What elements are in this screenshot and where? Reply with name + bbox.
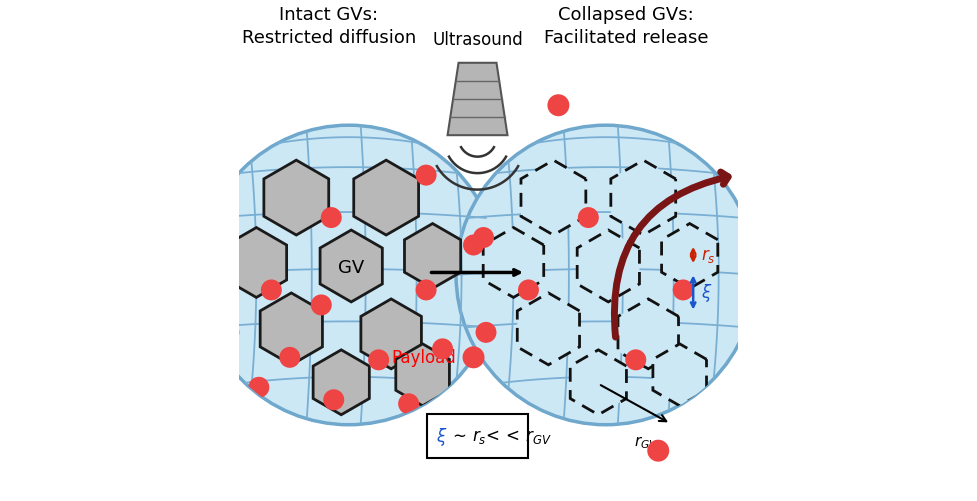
Text: $\xi$: $\xi$ [701, 282, 712, 304]
Polygon shape [577, 230, 639, 302]
Polygon shape [313, 350, 369, 415]
Polygon shape [226, 228, 286, 298]
Circle shape [311, 295, 332, 316]
Circle shape [473, 227, 494, 248]
Circle shape [199, 126, 498, 425]
Polygon shape [354, 161, 418, 235]
Polygon shape [484, 228, 544, 298]
Circle shape [625, 350, 646, 371]
Circle shape [399, 393, 419, 414]
Circle shape [323, 389, 344, 410]
Circle shape [219, 322, 239, 343]
Circle shape [320, 207, 342, 228]
Circle shape [415, 165, 437, 186]
Polygon shape [361, 299, 421, 369]
Text: Ultrasound: Ultrasound [432, 31, 523, 49]
Polygon shape [264, 161, 328, 235]
Polygon shape [447, 64, 507, 136]
Polygon shape [517, 294, 579, 365]
Text: Payload: Payload [392, 349, 456, 367]
Circle shape [518, 280, 539, 301]
Text: $\xi$: $\xi$ [436, 425, 447, 447]
Text: $r_s$: $r_s$ [701, 246, 715, 265]
Circle shape [747, 423, 769, 445]
Text: GV: GV [338, 259, 364, 277]
Circle shape [476, 322, 496, 343]
Text: Collapsed GVs:
Facilitated release: Collapsed GVs: Facilitated release [543, 7, 708, 47]
Polygon shape [396, 344, 449, 406]
Polygon shape [611, 161, 676, 235]
Circle shape [216, 227, 236, 248]
Polygon shape [661, 224, 718, 289]
Text: Intact GVs:
Restricted diffusion: Intact GVs: Restricted diffusion [241, 7, 416, 47]
Polygon shape [653, 344, 706, 406]
Circle shape [415, 280, 437, 301]
Polygon shape [521, 161, 586, 235]
Circle shape [647, 440, 669, 462]
Text: $r_{GV}$: $r_{GV}$ [633, 434, 658, 450]
Polygon shape [260, 294, 322, 365]
FancyArrowPatch shape [615, 173, 728, 338]
Circle shape [547, 95, 570, 117]
Circle shape [673, 280, 694, 301]
Polygon shape [320, 230, 382, 302]
Circle shape [279, 347, 300, 368]
Circle shape [577, 207, 599, 228]
Polygon shape [404, 224, 461, 289]
Circle shape [456, 126, 755, 425]
Circle shape [248, 377, 270, 398]
Circle shape [767, 317, 789, 339]
Circle shape [780, 195, 801, 216]
Circle shape [368, 350, 389, 371]
Circle shape [463, 235, 484, 256]
Circle shape [462, 347, 485, 369]
Polygon shape [571, 350, 626, 415]
Text: $\sim\,r_s$: $\sim\,r_s$ [448, 427, 487, 445]
Circle shape [772, 105, 794, 127]
Circle shape [261, 280, 281, 301]
Text: $<<\,r_{GV}$: $<<\,r_{GV}$ [482, 427, 551, 445]
FancyBboxPatch shape [427, 414, 529, 458]
Circle shape [432, 339, 453, 360]
Polygon shape [618, 299, 678, 369]
